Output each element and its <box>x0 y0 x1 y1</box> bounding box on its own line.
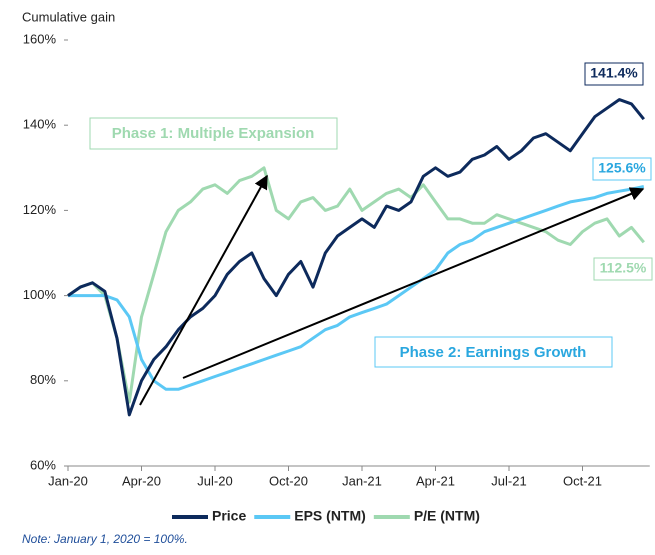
note: Note: January 1, 2020 = 100%. <box>22 532 188 546</box>
value-label-box <box>592 157 652 181</box>
annotation: Phase 2: Earnings Growth <box>400 344 587 361</box>
arrow <box>139 174 268 406</box>
value-label: 141.4% <box>590 65 638 81</box>
y-tick-label: 120% <box>23 202 57 217</box>
y-tick-label: 60% <box>30 457 56 472</box>
legend-label: P/E (NTM) <box>414 508 480 524</box>
x-tick-label: Oct-21 <box>563 473 602 488</box>
phase2-box <box>374 336 613 368</box>
y-tick-label: 160% <box>23 31 57 46</box>
x-tick-label: Jan-20 <box>48 473 88 488</box>
legend-label: Price <box>212 508 246 524</box>
legend-label: EPS (NTM) <box>294 508 366 524</box>
x-tick-label: Apr-21 <box>416 473 455 488</box>
x-tick-label: Apr-20 <box>122 473 161 488</box>
y-axis-title: Cumulative gain <box>22 9 115 24</box>
value-label: 125.6% <box>598 160 646 176</box>
phase1-box <box>89 117 338 150</box>
y-tick-label: 80% <box>30 372 56 387</box>
plot-area: 60% 80% 100% 120% 140% 160% Jan-20 Apr-20 Jul-20… <box>23 31 650 488</box>
x-tick-label: Oct-20 <box>269 473 308 488</box>
arrow <box>182 187 645 379</box>
series-line <box>68 185 645 391</box>
x-tick-label: Jan-21 <box>342 473 382 488</box>
y-tick-label: 100% <box>23 287 57 302</box>
x-tick-label: Jul-21 <box>491 473 526 488</box>
y-tick-label: 140% <box>23 117 57 132</box>
annotation: Phase 1: Multiple Expansion <box>112 125 315 142</box>
legend: Price EPS (NTM) P/E (NTM) <box>172 508 480 524</box>
value-label: 112.5% <box>600 260 647 276</box>
series-line <box>67 166 645 404</box>
series-line <box>67 98 645 417</box>
x-tick-label: Jul-20 <box>197 473 232 488</box>
value-label-box <box>593 257 653 281</box>
value-label-box <box>584 62 644 86</box>
